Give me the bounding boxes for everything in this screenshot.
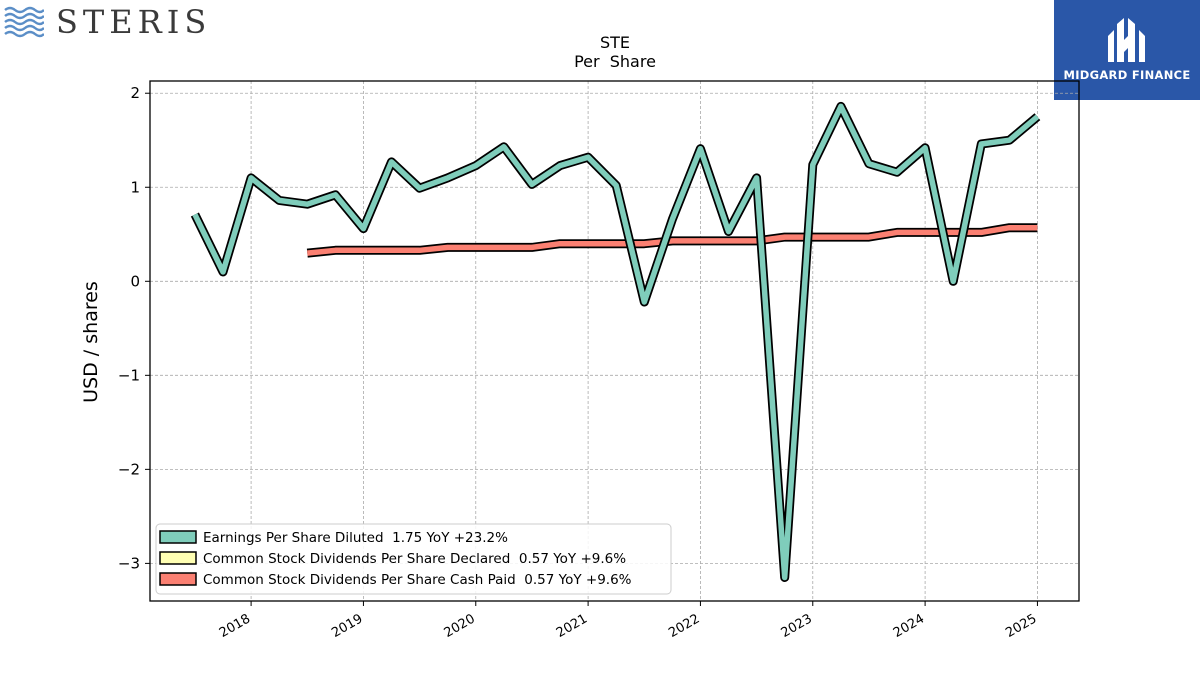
legend: Earnings Per Share Diluted 1.75 YoY +23.…	[155, 523, 672, 595]
y-tick-label: −3	[118, 554, 140, 572]
chart-subtitle: Per Share	[574, 52, 656, 71]
y-axis-label: USD / shares	[80, 281, 102, 403]
x-tick-label: 2024	[891, 611, 927, 641]
x-tick-label: 2021	[554, 611, 590, 641]
brand-name: STERIS	[56, 3, 212, 41]
x-tick-label: 2025	[1003, 611, 1039, 641]
legend-swatch-eps-diluted	[159, 530, 197, 544]
y-tick-label: 0	[130, 272, 140, 290]
y-tick-label: −2	[118, 460, 140, 478]
waves-icon	[4, 6, 44, 38]
chart-title: STE	[600, 33, 630, 52]
legend-label-eps-diluted: Earnings Per Share Diluted 1.75 YoY +23.…	[203, 530, 508, 546]
y-axis: 2 1 0 −1 −2 −3	[118, 84, 150, 572]
legend-swatch-dividends-declared	[159, 551, 197, 565]
legend-label-dividends-cash-paid: Common Stock Dividends Per Share Cash Pa…	[203, 572, 632, 588]
series-outline-eps-diluted	[190, 101, 1041, 582]
x-axis: 2018 2019 2020 2021 2022 2023 2024 2025	[217, 601, 1039, 641]
legend-swatch-dividends-cash-paid	[159, 572, 197, 586]
x-tick-label: 2020	[442, 611, 478, 641]
steris-logo: STERIS	[4, 4, 211, 40]
series-line-eps-diluted	[192, 103, 1040, 581]
x-tick-label: 2018	[217, 611, 253, 641]
x-tick-label: 2023	[779, 611, 815, 641]
x-tick-label: 2019	[329, 611, 365, 641]
series-line-dividends-cash-paid	[307, 224, 1038, 256]
partner-name: MIDGARD FINANCE	[1063, 68, 1191, 82]
series-layer	[190, 101, 1041, 582]
midgard-finance-logo: MIDGARD FINANCE	[1054, 0, 1200, 100]
y-tick-label: 1	[130, 178, 140, 196]
grid	[150, 81, 1079, 601]
y-tick-label: 2	[130, 84, 140, 102]
plot-area-frame	[149, 80, 1080, 602]
mf-monogram-icon	[1108, 18, 1145, 62]
y-tick-label: −1	[118, 366, 140, 384]
x-tick-label: 2022	[666, 611, 702, 641]
legend-label-dividends-declared: Common Stock Dividends Per Share Declare…	[203, 551, 626, 567]
legend-box	[155, 523, 672, 595]
